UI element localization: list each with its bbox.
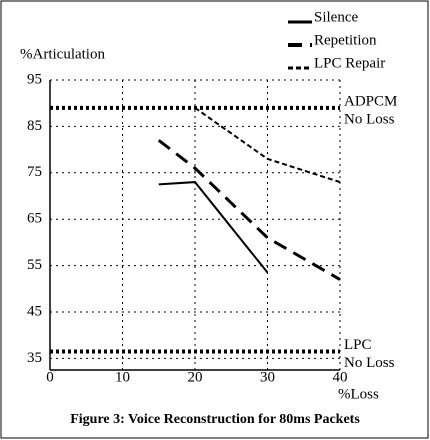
reference-label: LPC xyxy=(344,337,372,353)
legend-label: LPC Repair xyxy=(314,55,385,71)
x-tick-label: 20 xyxy=(188,369,203,385)
x-tick-label: 0 xyxy=(46,369,54,385)
y-tick-label: 35 xyxy=(27,350,42,366)
reference-label: ADPCM xyxy=(344,93,397,109)
series-line xyxy=(158,181,269,274)
legend-label: Silence xyxy=(314,9,358,25)
chart-title: Figure 3: Voice Reconstruction for 80ms … xyxy=(70,412,360,427)
y-tick-label: 45 xyxy=(27,303,42,319)
reference-label: No Loss xyxy=(344,111,395,127)
series-line xyxy=(194,107,341,184)
x-axis-title: %Loss xyxy=(338,386,379,402)
y-tick-label: 95 xyxy=(27,71,42,87)
y-tick-label: 85 xyxy=(27,118,42,134)
series-line xyxy=(157,139,341,281)
x-tick-label: 10 xyxy=(115,369,130,385)
y-tick-label: 75 xyxy=(27,164,42,180)
x-tick-label: 40 xyxy=(333,369,348,385)
y-tick-label: 55 xyxy=(27,257,42,273)
y-tick-label: 65 xyxy=(27,211,42,227)
x-tick-label: 30 xyxy=(260,369,275,385)
legend-label: Repetition xyxy=(314,32,377,48)
reference-label: No Loss xyxy=(344,355,395,371)
y-axis-title: %Articulation xyxy=(20,46,105,62)
